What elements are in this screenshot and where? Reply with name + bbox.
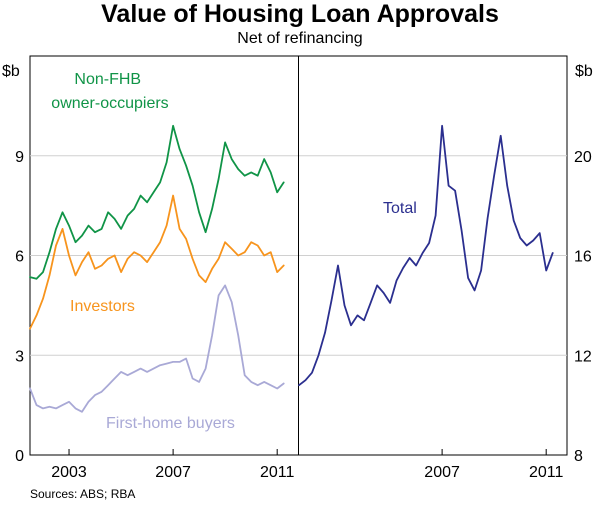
right-y-tick-label: 8 [574, 448, 583, 465]
series-line-non_fhb [29, 124, 285, 280]
left-y-tick-label: 0 [15, 448, 24, 465]
left-y-tick-label: 3 [15, 348, 24, 365]
series-label-first-home-buyers: First-home buyers [106, 415, 235, 432]
chart-source: Sources: ABS; RBA [30, 487, 135, 501]
right-x-tick-label: 2011 [529, 464, 564, 481]
chart-title: Value of Housing Loan Approvals [101, 0, 499, 28]
series-line-first_home [29, 284, 285, 413]
series-label-total: Total [383, 200, 417, 217]
series-label-investors: Investors [70, 298, 135, 315]
right-y-unit: $b [575, 63, 593, 80]
series-label-non-fhb: Non-FHB owner-occupiers [51, 71, 168, 112]
left-y-unit: $b [2, 63, 20, 80]
chart-subtitle: Net of refinancing [237, 30, 362, 47]
tick-layer: 0 3 6 9 2003 2007 2011 8 12 16 20 2007 2011 [15, 149, 592, 481]
left-x-tick-label: 2003 [51, 464, 87, 481]
series-line-total [298, 124, 554, 387]
series-line-investors [29, 194, 285, 330]
left-y-tick-label: 9 [15, 149, 24, 166]
right-y-tick-label: 16 [574, 249, 592, 266]
right-y-tick-label: 20 [574, 149, 592, 166]
grid-layer [30, 155, 567, 356]
right-x-tick-label: 2007 [424, 464, 460, 481]
right-y-tick-label: 12 [574, 348, 592, 365]
left-x-tick-label: 2007 [155, 464, 191, 481]
left-x-tick-label: 2011 [260, 464, 295, 481]
series-layer [29, 124, 554, 413]
left-y-tick-label: 6 [15, 249, 24, 266]
